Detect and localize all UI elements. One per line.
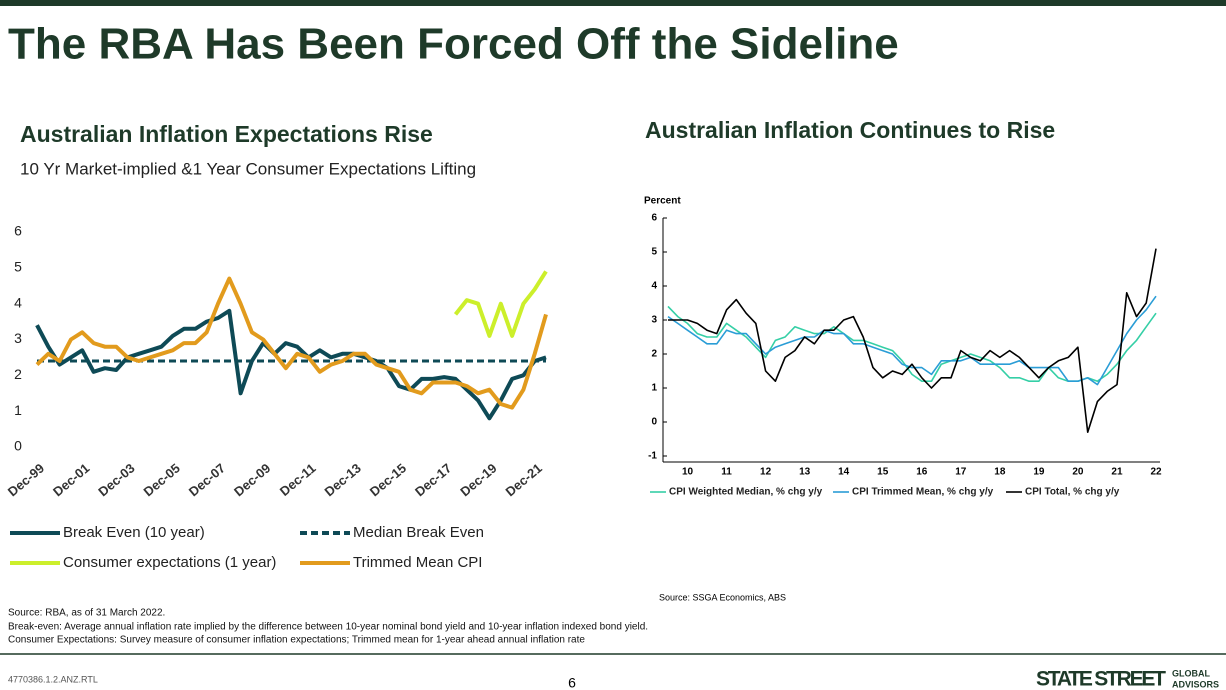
x-tick-label: 13 [799, 467, 811, 478]
y-tick-label: 4 [651, 281, 657, 292]
y-tick-label: 6 [14, 223, 22, 239]
source: Source: SSGA Economics, ABS [659, 592, 786, 602]
x-tick-label: Dec-13 [322, 460, 364, 499]
y-tick-label: 3 [14, 330, 22, 346]
legend-label: CPI Total, % chg y/y [1025, 487, 1120, 498]
y-axis-label: Percent [644, 196, 681, 207]
x-tick-label: Dec-17 [412, 460, 454, 499]
x-tick-label: 12 [760, 467, 772, 478]
x-tick-label: 21 [1111, 467, 1123, 478]
y-tick-label: -1 [648, 451, 657, 462]
y-tick-label: 3 [651, 315, 657, 326]
x-tick-label: 15 [877, 467, 889, 478]
y-tick-label: 4 [14, 294, 22, 310]
legend-label: CPI Trimmed Mean, % chg y/y [852, 487, 994, 498]
x-tick-label: Dec-19 [457, 460, 499, 499]
brand-sub: ADVISORS [1172, 679, 1219, 689]
x-tick-label: Dec-21 [503, 460, 545, 499]
y-tick-label: 5 [14, 259, 22, 275]
x-tick-label: Dec-11 [277, 460, 319, 498]
x-tick-label: Dec-01 [50, 460, 92, 499]
x-tick-label: 14 [838, 467, 850, 478]
y-tick-label: 2 [14, 366, 22, 382]
x-tick-label: Dec-15 [367, 460, 409, 499]
brand-sub: GLOBAL [1172, 668, 1210, 678]
y-tick-label: 6 [651, 213, 657, 224]
x-tick-label: Dec-07 [186, 460, 228, 499]
x-tick-label: Dec-03 [95, 460, 137, 499]
x-tick-label: Dec-99 [5, 460, 47, 499]
legend-label: Trimmed Mean CPI [353, 554, 482, 571]
y-tick-label: 5 [651, 247, 657, 258]
y-tick-label: 2 [651, 349, 657, 360]
legend-label: CPI Weighted Median, % chg y/y [669, 487, 823, 498]
page-number: 6 [568, 675, 576, 690]
doc-code: 4770386.1.2.ANZ.RTL [8, 674, 98, 684]
x-tick-label: 17 [955, 467, 967, 478]
top-bar [0, 0, 1226, 6]
chart-title: Australian Inflation Expectations Rise [20, 121, 433, 147]
line-series [35, 276, 548, 410]
x-tick-label: Dec-09 [231, 460, 273, 499]
line-series [667, 305, 1157, 382]
x-tick-label: 11 [721, 467, 732, 478]
footnote: Consumer Expectations: Survey measure of… [8, 635, 585, 646]
footnote: Break-even: Average annual inflation rat… [8, 622, 648, 633]
brand: STATE STREET [1036, 668, 1166, 690]
line-series [453, 270, 548, 338]
x-tick-label: 19 [1033, 467, 1045, 478]
y-tick-label: 1 [651, 383, 657, 394]
line-series [668, 248, 1157, 433]
legend-label: Median Break Even [353, 524, 484, 541]
chart-subtitle: 10 Yr Market-implied &1 Year Consumer Ex… [20, 159, 476, 178]
x-tick-label: Dec-05 [141, 460, 183, 499]
slide-title: The RBA Has Been Forced Off the Sideline [8, 20, 899, 69]
legend-label: Break Even (10 year) [63, 524, 205, 541]
x-tick-label: 10 [682, 467, 694, 478]
x-tick-label: 18 [994, 467, 1006, 478]
x-tick-label: 16 [916, 467, 928, 478]
line-series [667, 295, 1157, 386]
y-tick-label: 0 [14, 438, 22, 454]
line-series [35, 308, 547, 421]
chart-title: Australian Inflation Continues to Rise [645, 117, 1055, 143]
x-tick-label: 20 [1072, 467, 1084, 478]
y-tick-label: 0 [651, 417, 657, 428]
x-tick-label: 22 [1150, 467, 1162, 478]
y-tick-label: 1 [14, 402, 22, 418]
legend-label: Consumer expectations (1 year) [63, 554, 276, 571]
source: Source: RBA, as of 31 March 2022. [8, 608, 165, 619]
